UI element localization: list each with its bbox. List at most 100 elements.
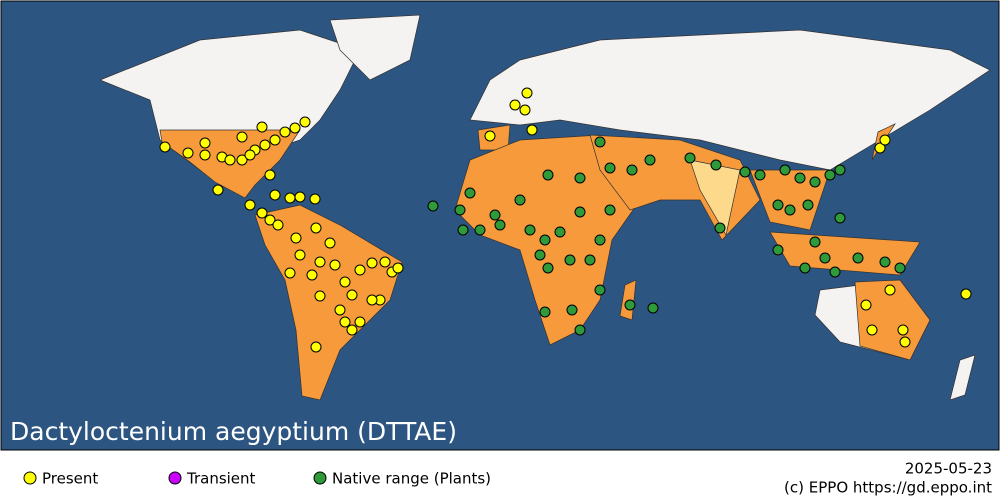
present-marker — [294, 249, 306, 261]
present-marker — [199, 137, 211, 149]
present-marker — [310, 341, 322, 353]
native-marker — [454, 204, 466, 216]
present-marker — [484, 130, 496, 142]
native-marker — [539, 306, 551, 318]
present-marker — [879, 134, 891, 146]
native-marker — [647, 302, 659, 314]
legend-label: Transient — [186, 470, 256, 488]
native-marker — [779, 164, 791, 176]
native-marker — [604, 162, 616, 174]
native-marker — [879, 256, 891, 268]
native-marker — [457, 224, 469, 236]
native-marker — [799, 262, 811, 274]
present-marker — [366, 257, 378, 269]
present-marker — [272, 219, 284, 231]
present-marker — [866, 324, 878, 336]
present-marker — [860, 299, 872, 311]
present-marker — [884, 284, 896, 296]
native-marker — [489, 209, 501, 221]
legend-swatch — [168, 471, 182, 485]
present-marker — [519, 104, 531, 116]
southeast-asia — [749, 169, 831, 231]
native-marker — [564, 254, 576, 266]
present-marker — [310, 222, 322, 234]
native-marker — [784, 204, 796, 216]
present-marker — [236, 131, 248, 143]
native-marker — [644, 154, 656, 166]
india — [689, 159, 741, 236]
native-marker — [464, 187, 476, 199]
legend: Present Transient Native range (Plants) — [23, 470, 491, 488]
present-marker — [509, 99, 521, 111]
native-marker — [594, 284, 606, 296]
present-marker — [346, 324, 358, 336]
native-marker — [739, 166, 751, 178]
present-marker — [339, 276, 351, 288]
native-marker — [754, 169, 766, 181]
south-america — [254, 204, 403, 401]
present-marker — [526, 124, 538, 136]
present-marker — [334, 304, 346, 316]
native-marker — [566, 304, 578, 316]
present-marker — [324, 237, 336, 249]
native-marker — [809, 236, 821, 248]
native-marker — [624, 299, 636, 311]
native-marker — [534, 249, 546, 261]
native-marker — [626, 164, 638, 176]
present-marker — [182, 147, 194, 159]
present-marker — [259, 139, 271, 151]
native-marker — [574, 206, 586, 218]
present-marker — [354, 316, 366, 328]
present-marker — [874, 142, 886, 154]
native-marker — [539, 234, 551, 246]
greenland — [329, 14, 421, 81]
present-marker — [244, 199, 256, 211]
native-marker — [829, 266, 841, 278]
native-marker — [894, 262, 906, 274]
map-title: Dactyloctenium aegyptium (DTTAE) — [10, 417, 457, 446]
native-marker — [427, 200, 439, 212]
present-marker — [521, 87, 533, 99]
native-marker — [794, 172, 806, 184]
present-marker — [329, 259, 341, 271]
present-marker — [354, 264, 366, 276]
native-marker — [594, 234, 606, 246]
native-marker — [809, 176, 821, 188]
native-marker — [852, 252, 864, 264]
date: 2025-05-23 — [905, 460, 992, 478]
present-marker — [366, 294, 378, 306]
present-marker — [236, 154, 248, 166]
native-marker — [772, 199, 784, 211]
native-marker — [554, 226, 566, 238]
present-marker — [284, 267, 296, 279]
present-marker — [392, 262, 404, 274]
native-marker — [542, 169, 554, 181]
present-marker — [279, 126, 291, 138]
present-marker — [290, 232, 302, 244]
present-marker — [309, 193, 321, 205]
present-marker — [264, 169, 276, 181]
legend-label: Native range (Plants) — [332, 470, 491, 488]
present-marker — [960, 288, 972, 300]
present-marker — [314, 256, 326, 268]
markers — [159, 87, 972, 353]
native-marker — [824, 169, 836, 181]
present-marker — [224, 154, 236, 166]
credit: (c) EPPO https://gd.eppo.int — [784, 479, 992, 497]
present-marker — [339, 316, 351, 328]
present-marker — [299, 116, 311, 128]
present-marker — [289, 122, 301, 134]
present-marker — [269, 134, 281, 146]
present-marker — [244, 149, 256, 161]
present-marker — [269, 189, 281, 201]
present-marker — [897, 324, 909, 336]
native-marker — [819, 252, 831, 264]
legend-swatch — [313, 471, 327, 485]
native-marker — [834, 212, 846, 224]
present-marker — [256, 207, 268, 219]
present-marker — [199, 149, 211, 161]
native-marker — [524, 224, 536, 236]
present-marker — [284, 192, 296, 204]
native-marker — [574, 324, 586, 336]
